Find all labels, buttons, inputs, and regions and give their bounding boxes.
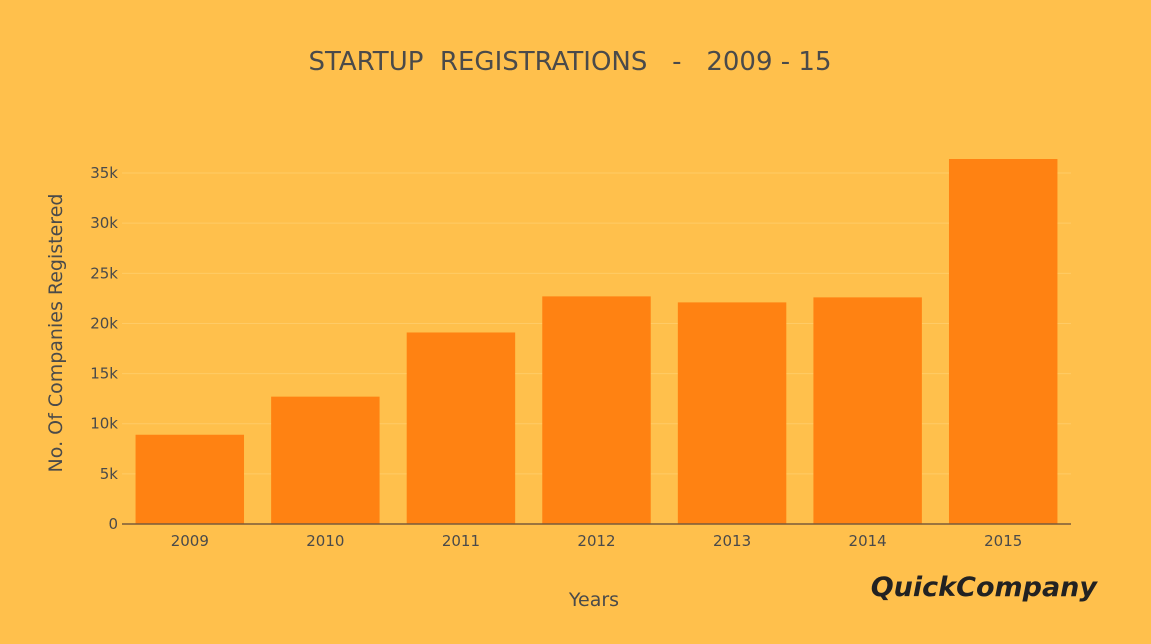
bar-2011 — [406, 332, 516, 524]
x-tick-label: 2009 — [171, 532, 209, 550]
x-tick-label: 2012 — [577, 532, 615, 550]
bar-2015 — [948, 159, 1058, 524]
chart-title: STARTUP REGISTRATIONS - 2009 - 15 — [308, 47, 831, 77]
y-tick-label: 35k — [90, 164, 118, 182]
x-axis-title: Years — [568, 589, 619, 611]
x-tick-label: 2013 — [713, 532, 751, 550]
y-tick-label: 25k — [90, 264, 118, 282]
bar-2012 — [542, 296, 651, 524]
y-tick-label: 30k — [90, 214, 118, 232]
y-tick-labels: 0 5k 10k 15k 20k 25k 30k 35k — [90, 164, 118, 533]
y-tick-label: 15k — [90, 365, 118, 383]
y-tick-label: 20k — [90, 314, 118, 332]
x-tick-labels: 2009 2010 2011 2012 2013 2014 2015 — [171, 532, 1023, 550]
x-tick-label: 2015 — [984, 532, 1022, 550]
bar-2013 — [677, 302, 787, 524]
bar-2014 — [813, 297, 922, 524]
quickcompany-logo: QuickCompany — [871, 572, 1099, 603]
x-tick-label: 2014 — [849, 532, 887, 550]
y-tick-label: 0 — [108, 515, 118, 533]
y-tick-label: 10k — [90, 415, 118, 433]
bars — [135, 159, 1058, 524]
bar-2009 — [135, 434, 245, 524]
bar-2010 — [271, 396, 380, 524]
y-axis-title: No. Of Companies Registered — [45, 194, 67, 473]
y-tick-label: 5k — [100, 465, 119, 483]
x-tick-label: 2010 — [306, 532, 344, 550]
x-tick-label: 2011 — [442, 532, 480, 550]
